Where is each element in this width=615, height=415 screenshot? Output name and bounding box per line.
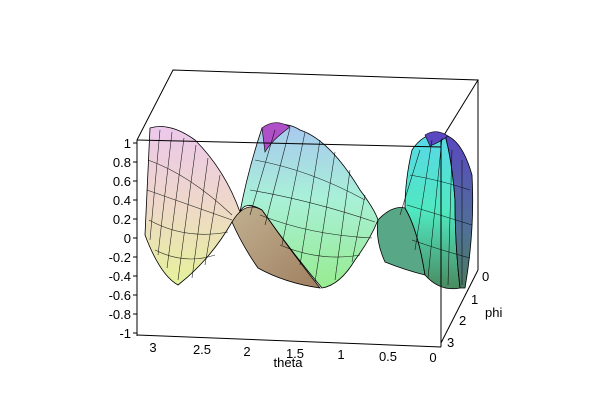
phi-tick: 1 <box>471 292 478 307</box>
z-tick: 0.4 <box>113 193 131 208</box>
z-tick: 1 <box>124 136 131 151</box>
box-frame-back <box>136 69 479 270</box>
z-tick: -0.6 <box>109 288 131 303</box>
phi-axis-label: phi <box>485 305 502 320</box>
theta-tick: 2 <box>243 344 250 359</box>
theta-tick: 2.5 <box>193 342 211 357</box>
theta-tick: 0 <box>429 350 436 365</box>
theta-tick: 0.5 <box>379 349 397 364</box>
theta-tick: 1 <box>337 347 344 362</box>
z-tick: -0.2 <box>109 250 131 265</box>
surface-right-crest <box>404 131 474 290</box>
z-tick: -0.8 <box>109 307 131 322</box>
box-frame-front <box>136 139 442 347</box>
phi-tick: 2 <box>459 313 466 328</box>
theta-tick: 1.5 <box>286 346 304 361</box>
surface-trough-left <box>231 206 321 289</box>
z-tick: 0.8 <box>113 155 131 170</box>
z-tick: 0.6 <box>113 174 131 189</box>
theta-axis: 3 2.5 2 1.5 1 0.5 0 theta <box>136 334 442 370</box>
theta-axis-label: theta <box>274 355 304 370</box>
phi-axis: 0 1 2 3 phi <box>440 269 502 350</box>
z-axis: 1 0.8 0.6 0.4 0.2 0 -0.2 -0.4 -0.6 -0.8 … <box>109 136 138 341</box>
phi-tick: 3 <box>447 335 454 350</box>
surface-mesh <box>146 127 473 286</box>
z-tick: -0.4 <box>109 269 131 284</box>
z-tick: -1 <box>119 326 131 341</box>
z-tick: 0.2 <box>113 212 131 227</box>
surface-middle-crest <box>239 122 379 289</box>
z-tick: 0 <box>124 231 131 246</box>
theta-tick: 3 <box>149 340 156 355</box>
phi-tick: 0 <box>482 269 489 284</box>
